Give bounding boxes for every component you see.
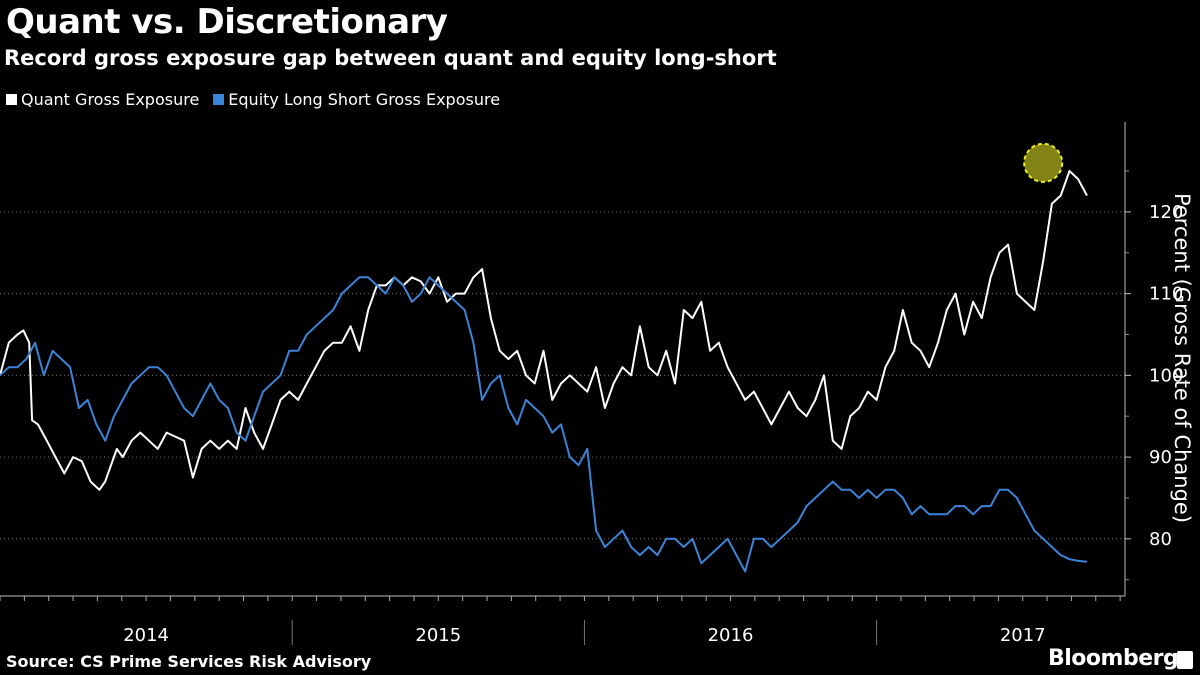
x-tick-label-2014: 2014 [123, 625, 169, 646]
chart-subtitle: Record gross exposure gap between quant … [4, 46, 777, 70]
legend-item-quant: Quant Gross Exposure [6, 90, 199, 109]
legend-swatch-equity [213, 94, 225, 105]
y-tick-label-80: 80 [1149, 529, 1172, 550]
series-line-quant [0, 170, 1088, 491]
legend-label-quant: Quant Gross Exposure [21, 90, 200, 109]
bloomberg-chart-icon [1177, 651, 1193, 669]
chart-title: Quant vs. Discretionary [6, 2, 448, 42]
legend-item-equity: Equity Long Short Gross Exposure [213, 90, 500, 109]
x-tick-label-2015: 2015 [415, 625, 461, 646]
series-line-equity [0, 276, 1088, 573]
highlight-circle [1023, 142, 1064, 183]
source-note: Source: CS Prime Services Risk Advisory [6, 652, 372, 671]
x-tick-label-2017: 2017 [1000, 625, 1046, 646]
legend: Quant Gross Exposure Equity Long Short G… [6, 90, 500, 109]
y-tick-label-110: 110 [1149, 284, 1183, 305]
legend-label-equity: Equity Long Short Gross Exposure [228, 90, 501, 109]
y-tick-label-90: 90 [1149, 447, 1172, 468]
y-axis-label: Percent (Gross Rate of Change) [1170, 192, 1194, 524]
y-tick-label-120: 120 [1149, 202, 1183, 223]
brand-logo: Bloomberg [1048, 646, 1179, 671]
y-tick-label-100: 100 [1149, 365, 1183, 386]
x-tick-label-2016: 2016 [708, 625, 754, 646]
legend-swatch-quant [6, 94, 17, 105]
